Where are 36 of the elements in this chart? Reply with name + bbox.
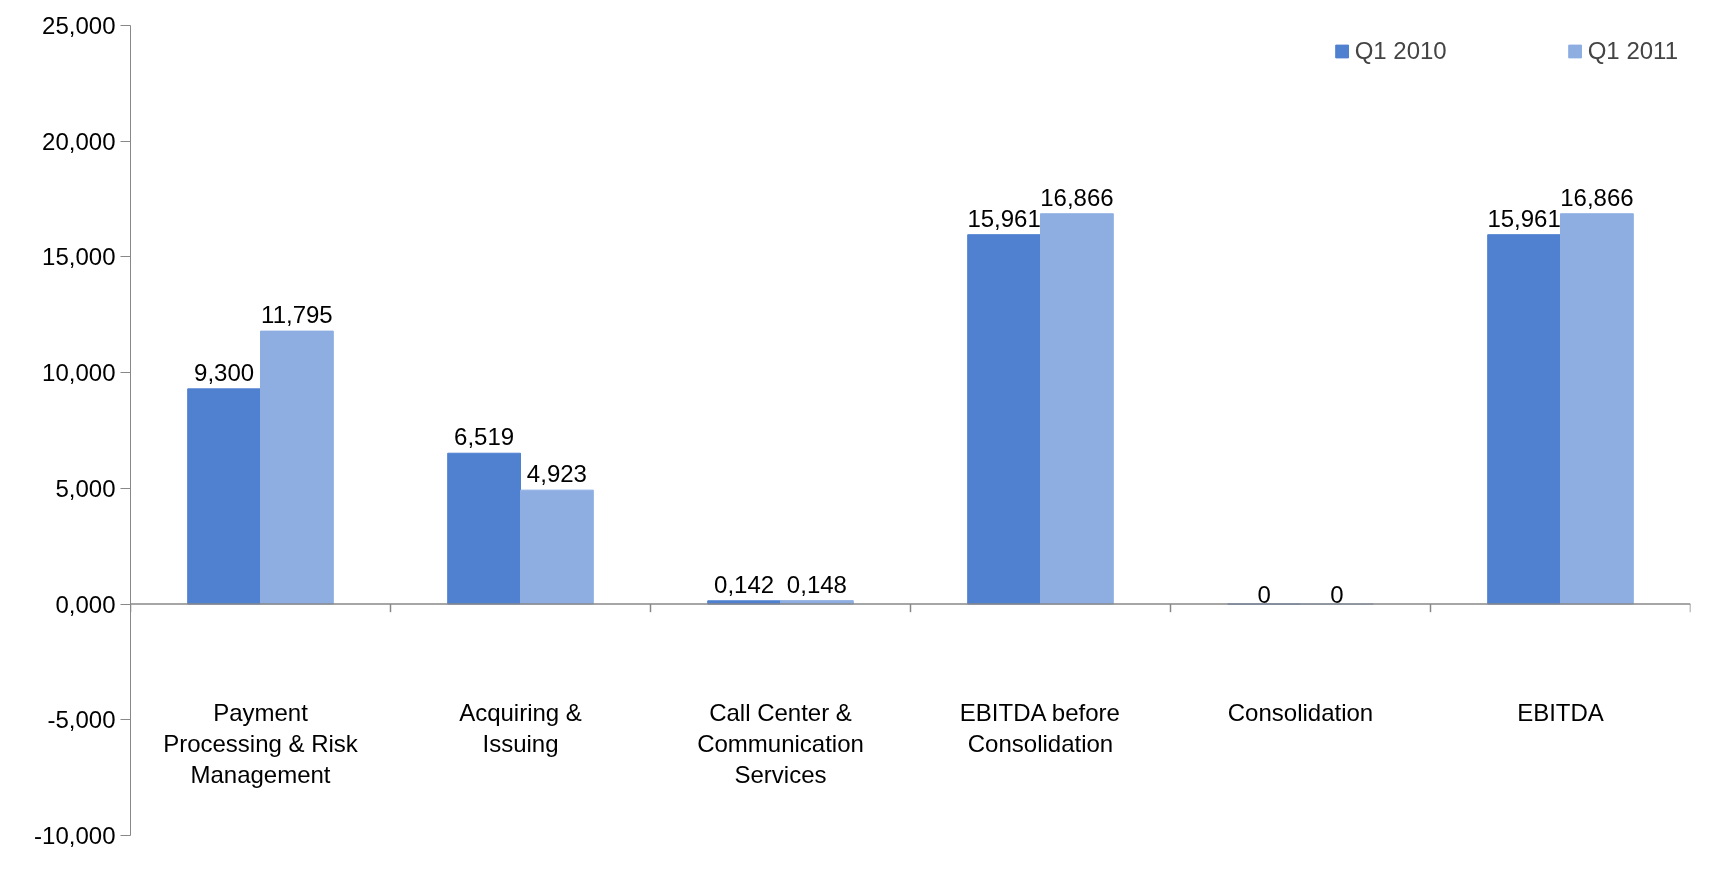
data-label: 16,866 <box>1040 183 1114 211</box>
data-label: 4,923 <box>526 460 587 488</box>
data-label: 0 <box>1330 581 1344 609</box>
y-tick-label: 10,000 <box>42 359 116 387</box>
legend-label: Q1 2010 <box>1354 37 1447 65</box>
data-label: 11,795 <box>261 301 333 329</box>
x-tick-label: Payment Processing & Risk Management <box>163 699 359 789</box>
data-label: 16,866 <box>1560 183 1634 211</box>
x-tick-label: Consolidation <box>1227 699 1374 727</box>
bar <box>520 489 594 605</box>
y-tick-label: 15,000 <box>42 243 116 271</box>
data-label: 0 <box>1257 581 1271 609</box>
legend-label: Q1 2011 <box>1587 37 1678 65</box>
y-tick-label: 0,000 <box>55 590 116 618</box>
y-tick-label: -5,000 <box>47 706 116 734</box>
data-label: 0,142 <box>714 570 775 598</box>
x-tick-label: Acquiring & Issuing <box>459 699 582 758</box>
bar <box>260 330 334 605</box>
bar <box>967 234 1041 605</box>
data-label: 15,961 <box>967 204 1041 232</box>
y-tick-label: -10,000 <box>34 822 116 849</box>
y-tick-label: 25,000 <box>42 12 116 39</box>
bar <box>1040 213 1114 605</box>
bar <box>447 452 521 605</box>
data-label: 15,961 <box>1487 204 1561 232</box>
data-label: 9,300 <box>194 358 255 386</box>
x-tick-label: Call Center & Communication Services <box>697 699 864 789</box>
x-tick-label: EBITDA <box>1517 699 1604 727</box>
bar <box>1560 213 1634 605</box>
bar <box>187 388 261 605</box>
y-tick-label: 5,000 <box>55 474 116 502</box>
bar <box>1487 234 1561 605</box>
data-label: 0,148 <box>786 570 847 598</box>
data-label: 6,519 <box>454 423 515 451</box>
x-tick-label: EBITDA before Consolidation <box>959 699 1120 758</box>
y-tick-label: 20,000 <box>42 127 116 155</box>
